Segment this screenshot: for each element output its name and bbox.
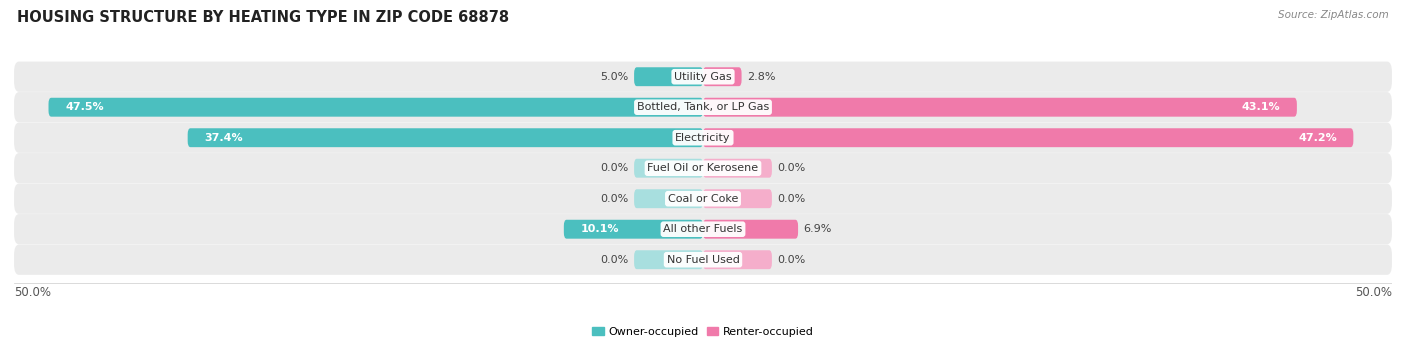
Text: Coal or Coke: Coal or Coke (668, 194, 738, 204)
Text: 0.0%: 0.0% (600, 163, 628, 173)
Text: 37.4%: 37.4% (204, 133, 243, 143)
Text: 5.0%: 5.0% (600, 72, 628, 82)
Text: Fuel Oil or Kerosene: Fuel Oil or Kerosene (647, 163, 759, 173)
Text: 50.0%: 50.0% (1355, 286, 1392, 299)
FancyBboxPatch shape (564, 220, 703, 239)
Text: 0.0%: 0.0% (600, 194, 628, 204)
Text: 10.1%: 10.1% (581, 224, 619, 234)
Text: Bottled, Tank, or LP Gas: Bottled, Tank, or LP Gas (637, 102, 769, 112)
FancyBboxPatch shape (703, 250, 772, 269)
FancyBboxPatch shape (703, 98, 1296, 117)
FancyBboxPatch shape (634, 159, 703, 178)
Legend: Owner-occupied, Renter-occupied: Owner-occupied, Renter-occupied (588, 323, 818, 341)
Text: 0.0%: 0.0% (778, 255, 806, 265)
FancyBboxPatch shape (703, 67, 741, 86)
FancyBboxPatch shape (703, 220, 799, 239)
Text: 2.8%: 2.8% (747, 72, 776, 82)
FancyBboxPatch shape (48, 98, 703, 117)
Text: 43.1%: 43.1% (1241, 102, 1281, 112)
FancyBboxPatch shape (703, 128, 1354, 147)
FancyBboxPatch shape (703, 189, 772, 208)
FancyBboxPatch shape (187, 128, 703, 147)
FancyBboxPatch shape (14, 62, 1392, 92)
Text: Utility Gas: Utility Gas (675, 72, 731, 82)
FancyBboxPatch shape (634, 67, 703, 86)
Text: 0.0%: 0.0% (600, 255, 628, 265)
FancyBboxPatch shape (14, 92, 1392, 122)
FancyBboxPatch shape (14, 153, 1392, 183)
Text: 50.0%: 50.0% (14, 286, 51, 299)
Text: 0.0%: 0.0% (778, 163, 806, 173)
FancyBboxPatch shape (14, 122, 1392, 153)
Text: Source: ZipAtlas.com: Source: ZipAtlas.com (1278, 10, 1389, 20)
FancyBboxPatch shape (14, 244, 1392, 275)
Text: 0.0%: 0.0% (778, 194, 806, 204)
Text: 47.5%: 47.5% (65, 102, 104, 112)
Text: 6.9%: 6.9% (804, 224, 832, 234)
FancyBboxPatch shape (634, 189, 703, 208)
Text: Electricity: Electricity (675, 133, 731, 143)
FancyBboxPatch shape (703, 159, 772, 178)
Text: No Fuel Used: No Fuel Used (666, 255, 740, 265)
FancyBboxPatch shape (14, 214, 1392, 244)
Text: 47.2%: 47.2% (1298, 133, 1337, 143)
Text: HOUSING STRUCTURE BY HEATING TYPE IN ZIP CODE 68878: HOUSING STRUCTURE BY HEATING TYPE IN ZIP… (17, 10, 509, 25)
FancyBboxPatch shape (634, 250, 703, 269)
FancyBboxPatch shape (14, 183, 1392, 214)
Text: All other Fuels: All other Fuels (664, 224, 742, 234)
